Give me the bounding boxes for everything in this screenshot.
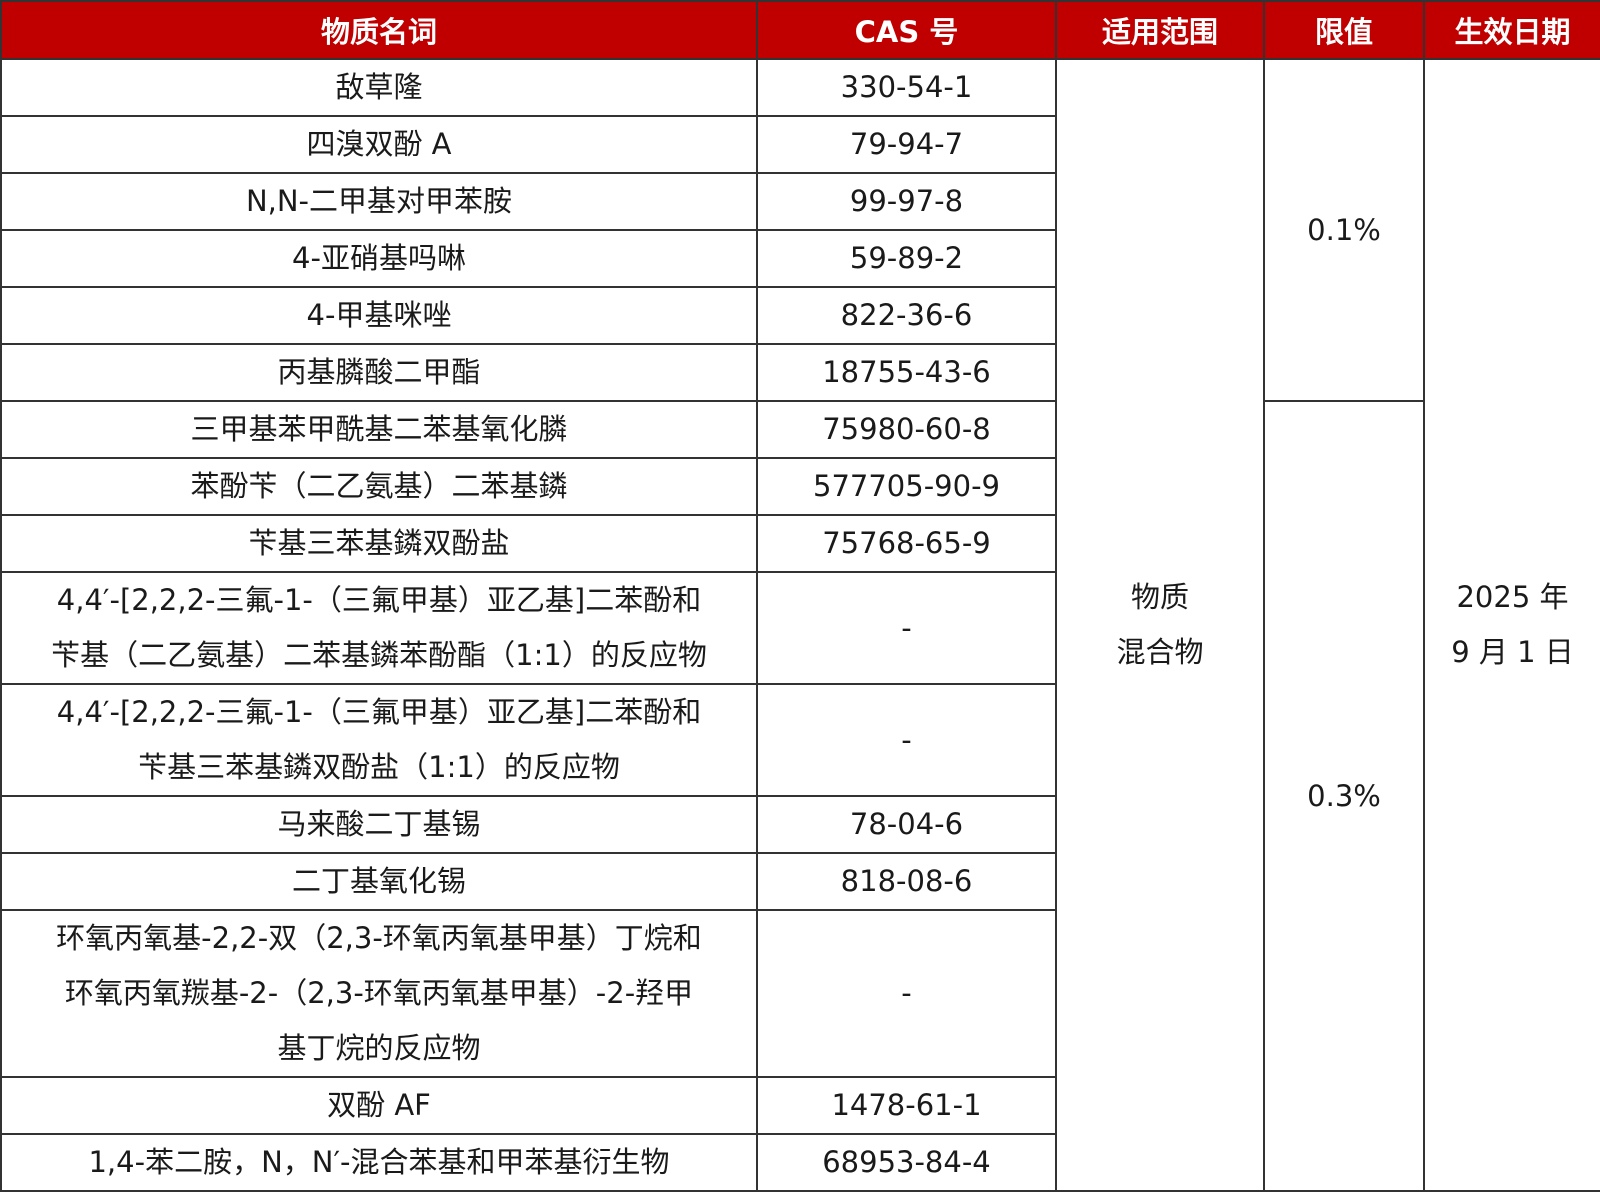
cas-number-cell: 75980-60-8 bbox=[756, 400, 1057, 459]
table-row: 马来酸二丁基锡 78-04-6 bbox=[0, 795, 1600, 854]
substance-name-cell: 二丁基氧化锡 bbox=[0, 852, 758, 911]
substance-name-line: 四溴双酚 A bbox=[306, 127, 452, 161]
table-row: 双酚 AF 1478-61-1 bbox=[0, 1076, 1600, 1135]
table-row: 丙基膦酸二甲酯 18755-43-6 bbox=[0, 343, 1600, 402]
substance-name-cell: 苄基三苯基鏻双酚盐 bbox=[0, 514, 758, 573]
substance-name-cell: N,N-二甲基对甲苯胺 bbox=[0, 172, 758, 231]
table-row: 1,4-苯二胺，N，N′-混合苯基和甲苯基衍生物 68953-84-4 bbox=[0, 1133, 1600, 1192]
header-substance-name: 物质名词 bbox=[0, 0, 758, 60]
table-row: 4,4′-[2,2,2-三氟-1-（三氟甲基）亚乙基]二苯酚和 苄基（二乙氨基）二… bbox=[0, 571, 1600, 685]
header-cas: CAS 号 bbox=[756, 0, 1057, 60]
limit-cell: 0.3% bbox=[1263, 400, 1425, 1192]
substance-name-line: 三甲基苯甲酰基二苯基氧化膦 bbox=[190, 412, 568, 446]
cas-number-cell: 1478-61-1 bbox=[756, 1076, 1057, 1135]
cas-number-cell: - bbox=[756, 571, 1057, 685]
cas-number-cell: 18755-43-6 bbox=[756, 343, 1057, 402]
header-effective-date: 生效日期 bbox=[1423, 0, 1600, 60]
header-scope: 适用范围 bbox=[1055, 0, 1265, 60]
cas-number-cell: 79-94-7 bbox=[756, 115, 1057, 174]
substance-name-line: 基丁烷的反应物 bbox=[277, 1031, 481, 1065]
substance-name-line: 苄基三苯基鏻双酚盐（1:1）的反应物 bbox=[138, 750, 620, 784]
cas-number-cell: 577705-90-9 bbox=[756, 457, 1057, 516]
substance-name-cell: 苯酚苄（二乙氨基）二苯基鏻 bbox=[0, 457, 758, 516]
table-row: 三甲基苯甲酰基二苯基氧化膦 75980-60-8 0.3% bbox=[0, 400, 1600, 1192]
substance-name-cell: 环氧丙氧基-2,2-双（2,3-环氧丙氧基甲基）丁烷和 环氧丙氧羰基-2-（2,3… bbox=[0, 909, 758, 1078]
cas-number-cell: 818-08-6 bbox=[756, 852, 1057, 911]
cas-number-cell: - bbox=[756, 909, 1057, 1078]
substance-name-cell: 四溴双酚 A bbox=[0, 115, 758, 174]
substance-name-line: N,N-二甲基对甲苯胺 bbox=[245, 184, 513, 218]
table-row: 4-亚硝基吗啉 59-89-2 bbox=[0, 229, 1600, 288]
substance-name-line: 苄基（二乙氨基）二苯基鏻苯酚酯（1:1）的反应物 bbox=[51, 638, 707, 672]
cas-number-cell: - bbox=[756, 683, 1057, 797]
cas-number-cell: 68953-84-4 bbox=[756, 1133, 1057, 1192]
substance-name-cell: 1,4-苯二胺，N，N′-混合苯基和甲苯基衍生物 bbox=[0, 1133, 758, 1192]
substance-name-cell: 三甲基苯甲酰基二苯基氧化膦 bbox=[0, 400, 758, 459]
table-row: 苯酚苄（二乙氨基）二苯基鏻 577705-90-9 bbox=[0, 457, 1600, 516]
substance-name-line: 环氧丙氧基-2,2-双（2,3-环氧丙氧基甲基）丁烷和 bbox=[56, 921, 702, 955]
substance-name-cell: 4,4′-[2,2,2-三氟-1-（三氟甲基）亚乙基]二苯酚和 苄基（二乙氨基）二… bbox=[0, 571, 758, 685]
cas-number-cell: 330-54-1 bbox=[756, 58, 1057, 117]
cas-number-cell: 59-89-2 bbox=[756, 229, 1057, 288]
substance-name-cell: 敌草隆 bbox=[0, 58, 758, 117]
table-row: 苄基三苯基鏻双酚盐 75768-65-9 bbox=[0, 514, 1600, 573]
effective-date-cell: 2025 年 9 月 1 日 bbox=[1423, 58, 1600, 1192]
substance-name-line: 苯酚苄（二乙氨基）二苯基鏻 bbox=[190, 469, 568, 503]
scope-cell: 物质 混合物 bbox=[1055, 58, 1265, 1192]
substance-name-line: 4,4′-[2,2,2-三氟-1-（三氟甲基）亚乙基]二苯酚和 bbox=[56, 583, 702, 617]
cas-number-cell: 78-04-6 bbox=[756, 795, 1057, 854]
substance-name-line: 丙基膦酸二甲酯 bbox=[277, 355, 481, 389]
substance-name-cell: 4-甲基咪唑 bbox=[0, 286, 758, 345]
substance-name-line: 马来酸二丁基锡 bbox=[277, 807, 481, 841]
substance-name-cell: 丙基膦酸二甲酯 bbox=[0, 343, 758, 402]
effective-date-line: 9 月 1 日 bbox=[1451, 635, 1574, 669]
effective-date-line: 2025 年 bbox=[1456, 580, 1569, 614]
table-row: 四溴双酚 A 79-94-7 bbox=[0, 115, 1600, 174]
substance-name-line: 1,4-苯二胺，N，N′-混合苯基和甲苯基衍生物 bbox=[88, 1145, 670, 1179]
header-row: 物质名词 CAS 号 适用范围 限值 生效日期 bbox=[0, 0, 1600, 60]
table-row: 二丁基氧化锡 818-08-6 bbox=[0, 852, 1600, 911]
cas-number-cell: 75768-65-9 bbox=[756, 514, 1057, 573]
table-row: 4-甲基咪唑 822-36-6 bbox=[0, 286, 1600, 345]
substance-name-cell: 双酚 AF bbox=[0, 1076, 758, 1135]
substance-name-line: 4-甲基咪唑 bbox=[306, 298, 452, 332]
cas-number-cell: 99-97-8 bbox=[756, 172, 1057, 231]
limit-cell: 0.1% bbox=[1263, 58, 1425, 402]
table-row: 4,4′-[2,2,2-三氟-1-（三氟甲基）亚乙基]二苯酚和 苄基三苯基鏻双酚盐… bbox=[0, 683, 1600, 797]
substance-name-line: 双酚 AF bbox=[327, 1088, 431, 1122]
substance-name-line: 敌草隆 bbox=[335, 70, 423, 104]
substance-name-line: 4,4′-[2,2,2-三氟-1-（三氟甲基）亚乙基]二苯酚和 bbox=[56, 695, 702, 729]
substance-name-line: 二丁基氧化锡 bbox=[291, 864, 466, 898]
scope-line: 物质 bbox=[1130, 580, 1189, 614]
substance-name-cell: 4-亚硝基吗啉 bbox=[0, 229, 758, 288]
substance-name-line: 苄基三苯基鏻双酚盐 bbox=[248, 526, 510, 560]
substance-name-line: 环氧丙氧羰基-2-（2,3-环氧丙氧基甲基）-2-羟甲 bbox=[64, 976, 694, 1010]
header-limit: 限值 bbox=[1263, 0, 1425, 60]
cas-number-cell: 822-36-6 bbox=[756, 286, 1057, 345]
substance-name-line: 4-亚硝基吗啉 bbox=[292, 241, 466, 275]
substance-name-cell: 4,4′-[2,2,2-三氟-1-（三氟甲基）亚乙基]二苯酚和 苄基三苯基鏻双酚盐… bbox=[0, 683, 758, 797]
table-row: N,N-二甲基对甲苯胺 99-97-8 bbox=[0, 172, 1600, 231]
substance-name-cell: 马来酸二丁基锡 bbox=[0, 795, 758, 854]
scope-line: 混合物 bbox=[1116, 635, 1204, 669]
table-row: 环氧丙氧基-2,2-双（2,3-环氧丙氧基甲基）丁烷和 环氧丙氧羰基-2-（2,3… bbox=[0, 909, 1600, 1078]
